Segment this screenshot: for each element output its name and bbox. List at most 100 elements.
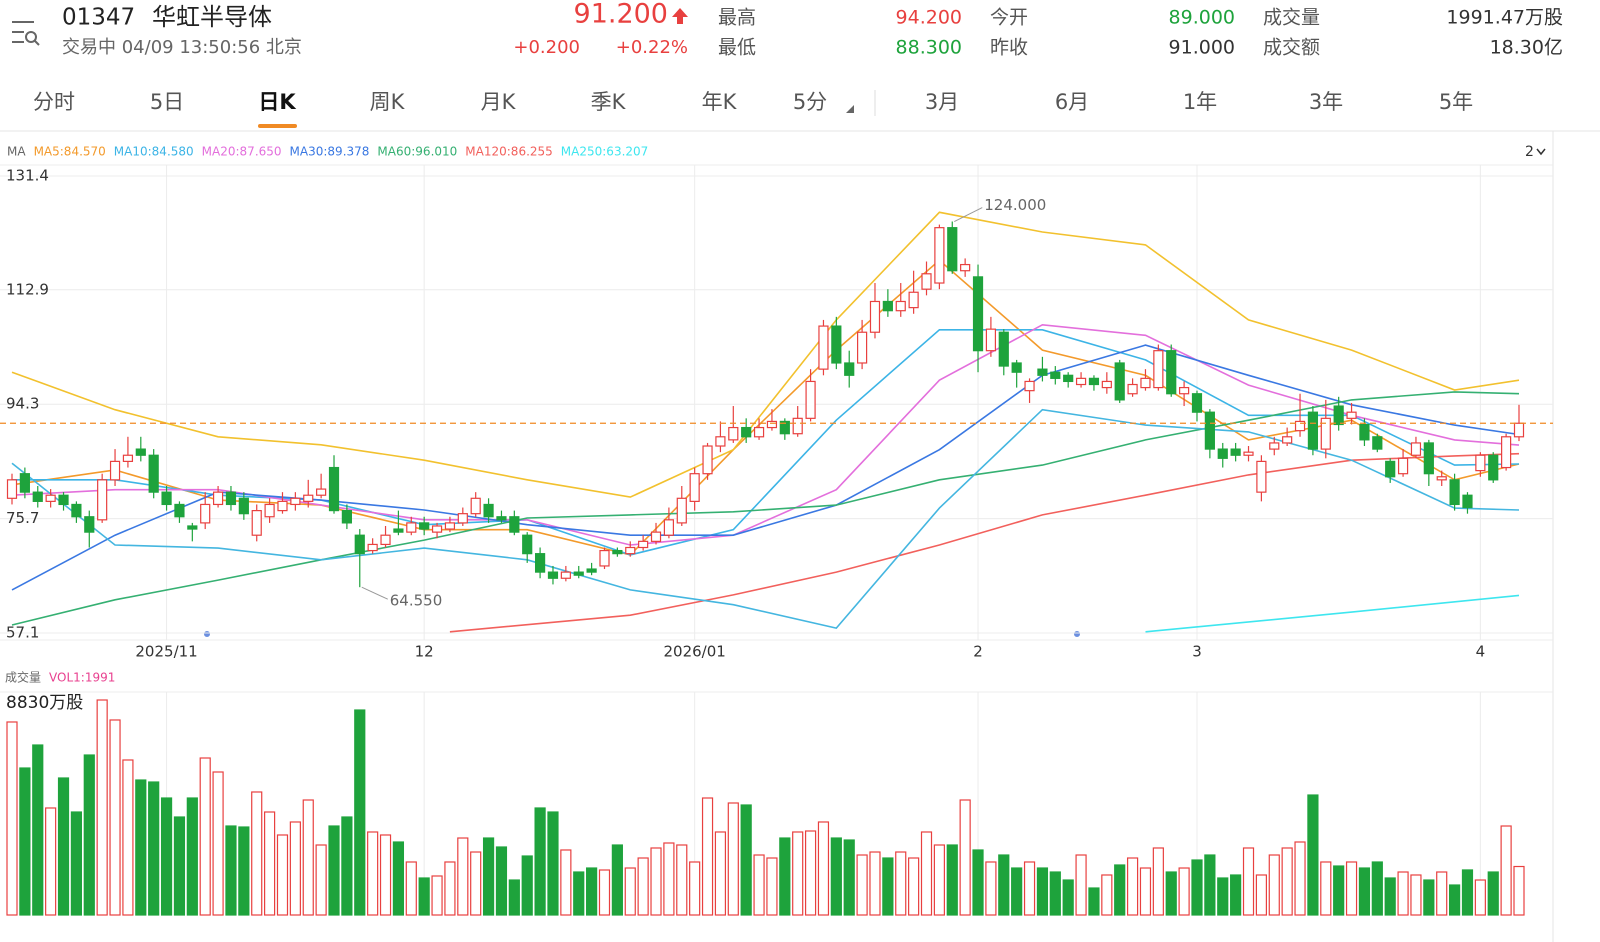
period-selector[interactable]: 2	[1525, 144, 1534, 160]
volume-bar	[1139, 867, 1152, 916]
volume-bar	[985, 861, 997, 916]
volume-bar	[534, 807, 546, 916]
candle-body	[303, 494, 314, 502]
volume-bar	[160, 797, 173, 916]
volume-bar	[1333, 865, 1345, 916]
volume-bar	[457, 837, 469, 916]
ma-line	[11, 344, 1520, 591]
candle-body	[1243, 451, 1254, 456]
tab[interactable]: 6月	[1055, 90, 1089, 114]
tab[interactable]: 日K	[258, 90, 296, 114]
status: 交易中 04/09 13:50:56 北京	[62, 37, 302, 58]
candle-body	[264, 503, 275, 518]
volume-bar	[1320, 861, 1332, 916]
volume-bar	[727, 802, 739, 916]
volume-bar	[289, 821, 301, 916]
tab[interactable]: 1年	[1183, 90, 1217, 114]
candle-body	[1346, 411, 1357, 419]
volume-bar	[225, 825, 237, 916]
candle-body	[1488, 454, 1499, 481]
stat-label: 最低	[718, 37, 756, 59]
candle-body	[1011, 362, 1022, 373]
tab[interactable]: 分时	[33, 90, 75, 114]
chevron	[1536, 148, 1546, 156]
volume-bar	[1242, 847, 1255, 916]
menu-icon[interactable]	[12, 21, 40, 46]
ma-line	[11, 408, 1520, 629]
candle-body	[831, 325, 842, 364]
volume-bar	[637, 857, 649, 916]
candle-body	[251, 510, 262, 536]
x-tick-label: 4	[1476, 643, 1486, 661]
x-tick-label: 12	[415, 643, 434, 661]
volume-title: 成交量	[5, 670, 41, 685]
candle-body	[715, 436, 726, 447]
candle-body	[1462, 494, 1473, 509]
volume-bar	[1423, 879, 1435, 916]
annotation: 64.550	[390, 592, 443, 610]
candle-body	[1140, 377, 1151, 389]
lines	[11, 211, 1520, 633]
candle-body	[779, 420, 790, 435]
tab[interactable]: 月K	[481, 90, 517, 114]
tab[interactable]: 周K	[370, 90, 406, 114]
volume-bar	[199, 757, 211, 916]
ma-line	[449, 452, 1520, 633]
candle-body	[84, 516, 95, 533]
candle-body	[599, 549, 610, 567]
volume-bar	[624, 867, 636, 916]
volume-bar	[1513, 865, 1525, 916]
volume-bar	[341, 816, 353, 916]
event-marker[interactable]	[204, 631, 210, 637]
candle-body	[496, 516, 507, 521]
volume-bar	[315, 844, 327, 916]
volume-bar	[173, 816, 186, 916]
candle-body	[1475, 454, 1486, 472]
tab[interactable]: 季K	[591, 90, 627, 114]
volume-bar	[959, 799, 971, 916]
tab-underline	[258, 124, 297, 128]
ma-line	[11, 259, 1520, 556]
stat-label: 成交额	[1263, 37, 1320, 59]
tab[interactable]: 5日	[150, 90, 184, 114]
tab[interactable]: 年K	[702, 90, 738, 114]
event-marker[interactable]	[1074, 631, 1080, 637]
stat-label: 昨收	[990, 37, 1028, 59]
volume-bar	[804, 830, 817, 916]
candle-body	[174, 503, 185, 518]
tab[interactable]: 5分	[793, 90, 827, 114]
volume-bar	[1126, 857, 1139, 916]
candle-body	[380, 534, 391, 546]
volume-bar	[1281, 847, 1293, 916]
candle-body	[857, 331, 868, 364]
candle-body	[1294, 420, 1306, 432]
volume-bar	[148, 781, 160, 916]
tab[interactable]: 5年	[1439, 90, 1473, 114]
dropdown-arrow	[846, 105, 854, 113]
volume-bar	[1114, 864, 1126, 916]
candle-body	[109, 460, 121, 481]
stat-value: 18.30亿	[1490, 37, 1563, 59]
volume-bar	[895, 851, 907, 916]
tab[interactable]: 3年	[1309, 90, 1343, 114]
volume-bar	[109, 719, 121, 916]
tab[interactable]: 3月	[925, 90, 959, 114]
candle-body	[6, 479, 18, 499]
candle-body	[444, 522, 456, 530]
candle-body	[625, 546, 636, 555]
stat-value: 89.000	[1169, 7, 1235, 29]
volume-bar	[1036, 867, 1049, 916]
stat-value: 1991.47万股	[1446, 7, 1563, 29]
volume-bar	[521, 855, 533, 916]
volume-bar	[1062, 879, 1074, 916]
candle-body	[1307, 411, 1319, 450]
candle-body	[1127, 383, 1138, 395]
candle-body	[560, 571, 571, 579]
candle-body	[1101, 380, 1112, 389]
candle-body	[792, 417, 803, 435]
volume-bar	[328, 825, 340, 916]
candle-body	[58, 494, 69, 506]
volume-legend: VOL1:1991	[49, 671, 115, 685]
candle-body	[1037, 368, 1048, 376]
